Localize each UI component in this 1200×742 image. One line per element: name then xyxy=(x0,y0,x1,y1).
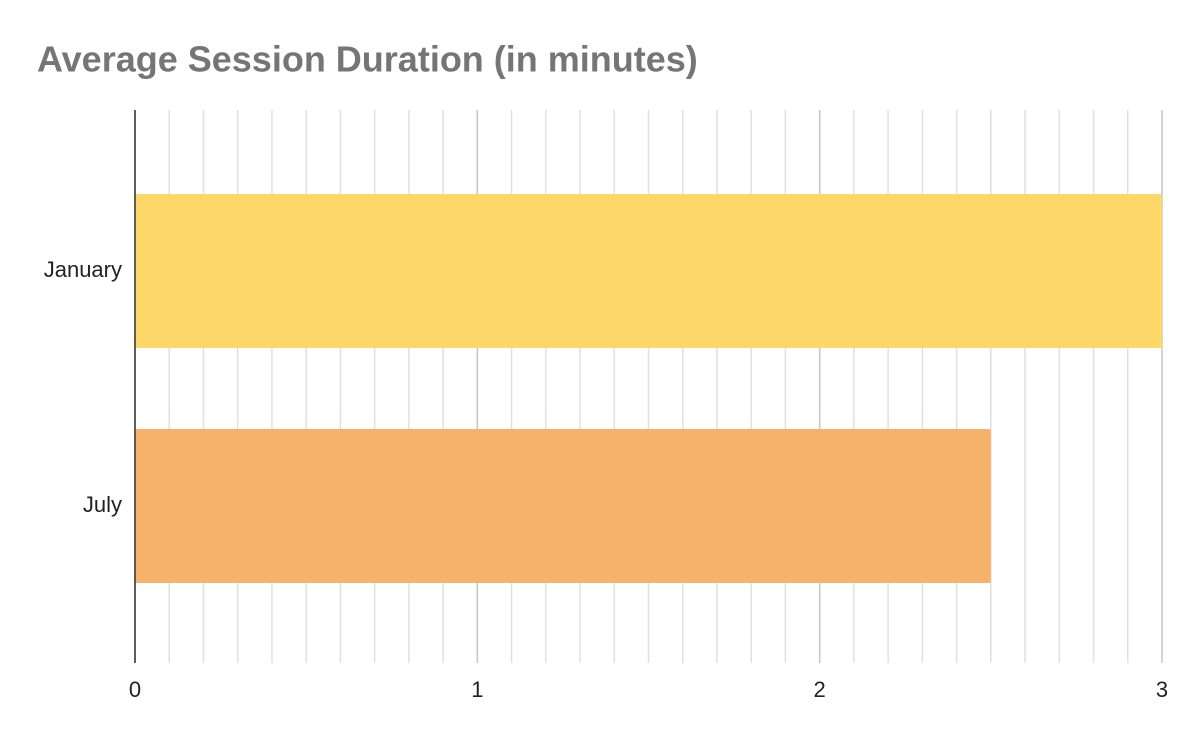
bar xyxy=(135,429,991,583)
chart-title: Average Session Duration (in minutes) xyxy=(37,39,698,80)
bar xyxy=(135,194,1162,348)
y-tick-label: July xyxy=(83,492,122,517)
x-tick-label: 0 xyxy=(129,677,141,702)
x-tick-label: 3 xyxy=(1156,677,1168,702)
x-tick-label: 2 xyxy=(814,677,826,702)
y-tick-label: January xyxy=(44,257,122,282)
x-tick-label: 1 xyxy=(471,677,483,702)
